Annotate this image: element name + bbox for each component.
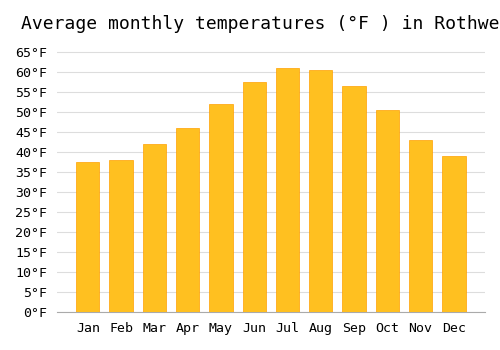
Bar [342, 86, 365, 312]
Bar [276, 68, 299, 312]
Bar [309, 70, 332, 312]
Bar [442, 156, 466, 312]
Bar [76, 162, 100, 312]
Bar [242, 82, 266, 312]
Bar [110, 160, 133, 312]
Bar [176, 128, 200, 312]
Title: Average monthly temperatures (°F ) in Rothwell: Average monthly temperatures (°F ) in Ro… [20, 15, 500, 33]
Bar [210, 104, 233, 312]
Bar [142, 144, 166, 312]
Bar [376, 110, 399, 312]
Bar [409, 140, 432, 312]
